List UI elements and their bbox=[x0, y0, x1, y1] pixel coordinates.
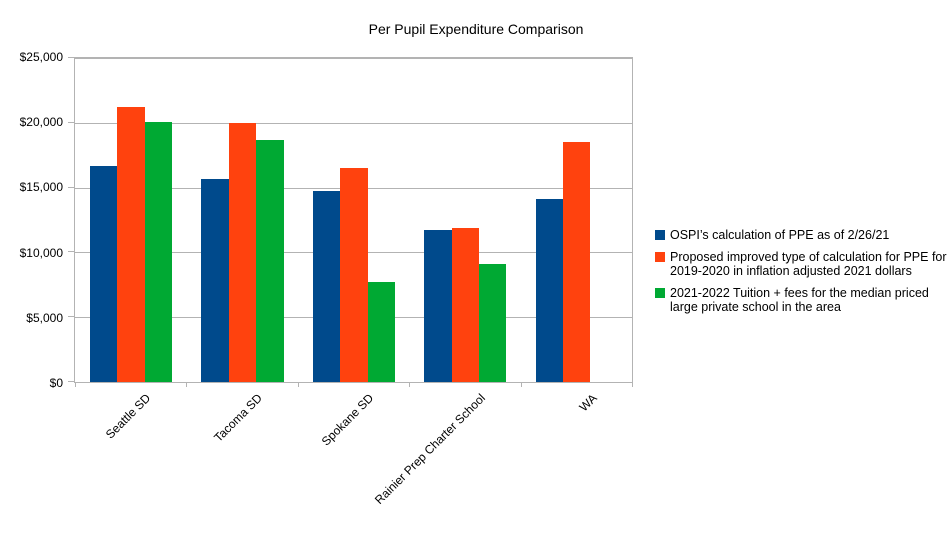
x-axis-tick bbox=[632, 382, 633, 387]
bar bbox=[117, 107, 145, 382]
legend-item: Proposed improved type of calculation fo… bbox=[655, 250, 952, 279]
x-axis-category-label: WA bbox=[576, 391, 601, 415]
bar bbox=[340, 167, 368, 382]
bar bbox=[535, 198, 563, 382]
y-axis-tick bbox=[68, 381, 75, 382]
bar bbox=[228, 122, 257, 382]
y-axis-label: $20,000 bbox=[19, 115, 63, 130]
legend-label: Proposed improved type of calculation fo… bbox=[670, 249, 947, 279]
y-axis-label: $25,000 bbox=[19, 50, 63, 64]
bar bbox=[367, 282, 395, 382]
y-axis-tick bbox=[68, 251, 75, 253]
x-axis-tick bbox=[297, 382, 299, 387]
y-axis-tick bbox=[68, 186, 75, 188]
legend-color-swatch-icon bbox=[655, 230, 665, 240]
legend: OSPI’s calculation of PPE as of 2/26/21 P… bbox=[655, 228, 952, 322]
legend-label: 2021-2022 Tuition + fees for the median … bbox=[670, 285, 929, 315]
legend-color-swatch-icon bbox=[655, 251, 665, 262]
x-axis-tick bbox=[520, 382, 522, 387]
y-axis-label: $0 bbox=[49, 376, 63, 390]
gridline bbox=[75, 122, 632, 124]
bar bbox=[89, 165, 118, 382]
chart-title: Per Pupil Expenditure Comparison bbox=[368, 21, 584, 37]
x-axis-category-label: Tacoma SD bbox=[210, 391, 265, 445]
y-axis-label: $10,000 bbox=[19, 245, 63, 260]
bar bbox=[478, 264, 507, 382]
gridline bbox=[75, 58, 632, 59]
y-axis-tick bbox=[68, 121, 75, 123]
legend-item: 2021-2022 Tuition + fees for the median … bbox=[655, 286, 952, 315]
legend-label: OSPI’s calculation of PPE as of 2/26/21 bbox=[670, 228, 890, 242]
x-axis-tick bbox=[409, 382, 411, 387]
y-axis-tick bbox=[68, 316, 75, 318]
bar bbox=[312, 190, 341, 382]
x-axis-tick bbox=[186, 382, 188, 387]
bar bbox=[256, 140, 284, 382]
y-axis-tick bbox=[68, 57, 75, 58]
legend-color-swatch-icon bbox=[655, 287, 665, 298]
y-axis-label: $15,000 bbox=[19, 180, 63, 195]
plot-area bbox=[68, 57, 633, 387]
bar bbox=[424, 230, 452, 382]
x-axis-tick bbox=[75, 382, 76, 387]
bar bbox=[201, 179, 229, 382]
bar bbox=[451, 228, 479, 382]
x-axis-category-label: Spokane SD bbox=[318, 391, 377, 449]
x-axis-category-label: Rainier Prep Charter School bbox=[372, 391, 489, 508]
y-axis-label: $5,000 bbox=[26, 310, 63, 325]
bar bbox=[144, 121, 173, 382]
x-axis-category-label: Seattle SD bbox=[102, 391, 153, 442]
bar bbox=[562, 141, 591, 382]
legend-item: OSPI’s calculation of PPE as of 2/26/21 bbox=[655, 228, 952, 243]
